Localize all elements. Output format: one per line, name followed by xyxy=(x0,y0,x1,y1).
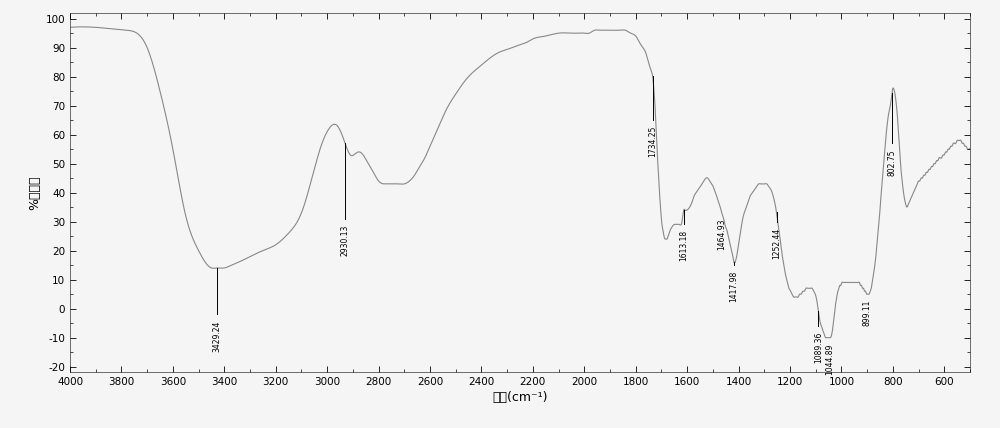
Text: 1464.93: 1464.93 xyxy=(717,219,726,250)
Text: 899.11: 899.11 xyxy=(863,300,872,326)
Text: 1734.25: 1734.25 xyxy=(648,126,657,157)
Text: 802.75: 802.75 xyxy=(888,149,897,175)
X-axis label: 波数(cm⁻¹): 波数(cm⁻¹) xyxy=(492,391,548,404)
Text: 1252.44: 1252.44 xyxy=(772,227,781,259)
Text: 2930.13: 2930.13 xyxy=(341,225,350,256)
Y-axis label: %透射率: %透射率 xyxy=(28,175,41,210)
Text: 1613.18: 1613.18 xyxy=(679,230,688,262)
Text: 3429.24: 3429.24 xyxy=(212,320,221,351)
Text: 1089.36: 1089.36 xyxy=(814,332,823,363)
Text: 1417.98: 1417.98 xyxy=(729,271,738,302)
Text: 1044.89: 1044.89 xyxy=(825,343,834,375)
